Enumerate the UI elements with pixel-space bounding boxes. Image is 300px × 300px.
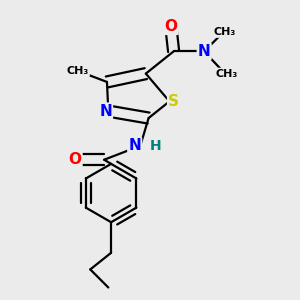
Text: N: N [99,103,112,118]
Text: O: O [164,19,177,34]
Text: N: N [198,44,211,59]
Text: O: O [68,152,82,167]
Text: N: N [128,138,141,153]
Text: CH₃: CH₃ [215,69,238,79]
Text: H: H [150,139,161,153]
Text: CH₃: CH₃ [214,27,236,37]
Text: CH₃: CH₃ [67,66,89,76]
Text: S: S [168,94,179,109]
